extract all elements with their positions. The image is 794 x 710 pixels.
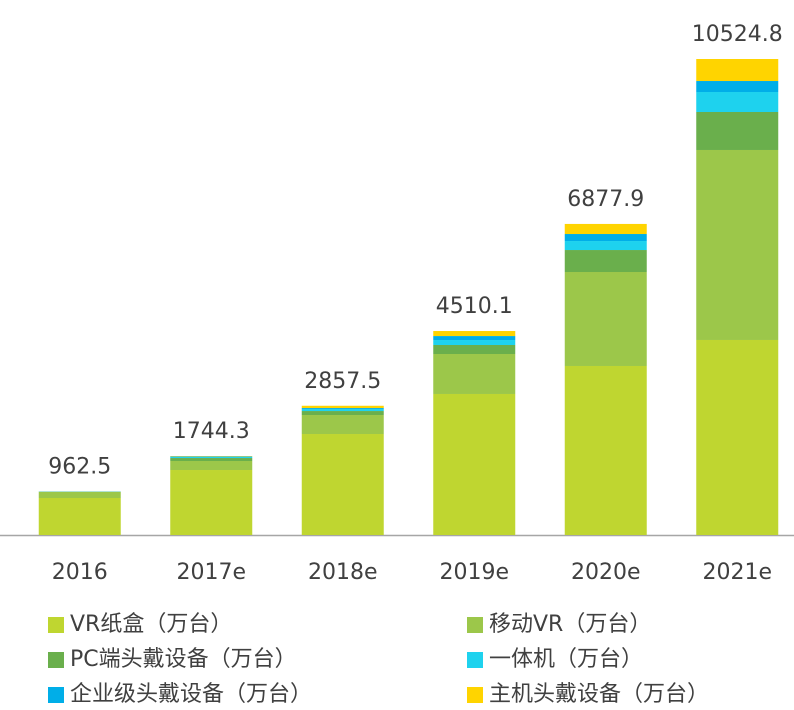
bar-segment (696, 149, 779, 340)
x-tick-label: 2016 (52, 560, 108, 585)
bar-segment (433, 345, 516, 355)
bar-segment (433, 340, 516, 346)
bar-segment (301, 405, 384, 409)
bar-segment (696, 81, 779, 93)
bar-segment (170, 458, 253, 462)
bar-segment (433, 331, 516, 337)
bar-segment (301, 415, 384, 435)
bar-segment (696, 92, 779, 112)
legend-swatch (48, 617, 64, 633)
total-label: 4510.1 (436, 294, 513, 319)
legend-swatch (467, 617, 483, 633)
bar-segment (564, 223, 647, 235)
legend-swatch (467, 687, 483, 703)
bar-segment (564, 234, 647, 242)
legend-label: PC端头戴设备（万台） (70, 647, 297, 672)
legend-label: 一体机（万台） (489, 647, 643, 672)
bar-segment (170, 470, 253, 535)
bar-segment (301, 434, 384, 535)
bar-segment (301, 408, 384, 410)
x-tick-label: 2019e (439, 560, 509, 585)
bar-segment (564, 272, 647, 366)
legend-swatch (467, 652, 483, 668)
legend-swatch (48, 652, 64, 668)
total-label: 6877.9 (567, 187, 644, 212)
bar-segment (433, 336, 516, 341)
legend-label: 移动VR（万台） (489, 612, 651, 637)
bar-segment (696, 111, 779, 150)
legend-label: 主机头戴设备（万台） (489, 682, 709, 707)
bar-segment (38, 498, 121, 535)
legend-swatch (48, 687, 64, 703)
legend-label: 企业级头戴设备（万台） (70, 682, 312, 707)
bar-segment (433, 393, 516, 535)
total-label: 962.5 (48, 454, 111, 479)
bar-segment (564, 365, 647, 535)
total-label: 10524.8 (692, 22, 783, 47)
total-label: 2857.5 (304, 369, 381, 394)
bar-segment (433, 354, 516, 394)
bar-segment (301, 411, 384, 416)
bar-segment (301, 409, 384, 412)
x-tick-label: 2020e (571, 560, 641, 585)
bar-segment (696, 59, 779, 82)
bar-segment (170, 461, 253, 471)
bar-segment (170, 457, 253, 459)
x-tick-label: 2017e (176, 560, 246, 585)
bar-segment (38, 491, 121, 499)
total-label: 1744.3 (173, 419, 250, 444)
x-tick-label: 2018e (308, 560, 378, 585)
bar-segment (564, 250, 647, 273)
bar-segment (696, 339, 779, 535)
legend-label: VR纸盒（万台） (70, 612, 232, 637)
bar-segment (564, 241, 647, 251)
x-tick-label: 2021e (702, 560, 772, 585)
